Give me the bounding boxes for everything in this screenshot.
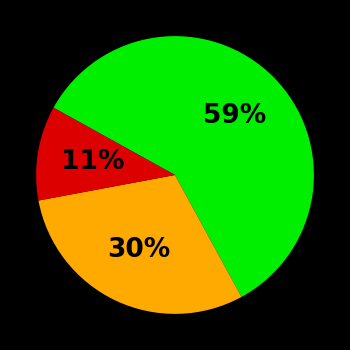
Text: 30%: 30% [108,237,171,263]
Text: 59%: 59% [203,103,266,129]
Wedge shape [36,108,175,201]
Wedge shape [54,36,314,297]
Wedge shape [38,175,242,314]
Text: 11%: 11% [61,149,125,175]
